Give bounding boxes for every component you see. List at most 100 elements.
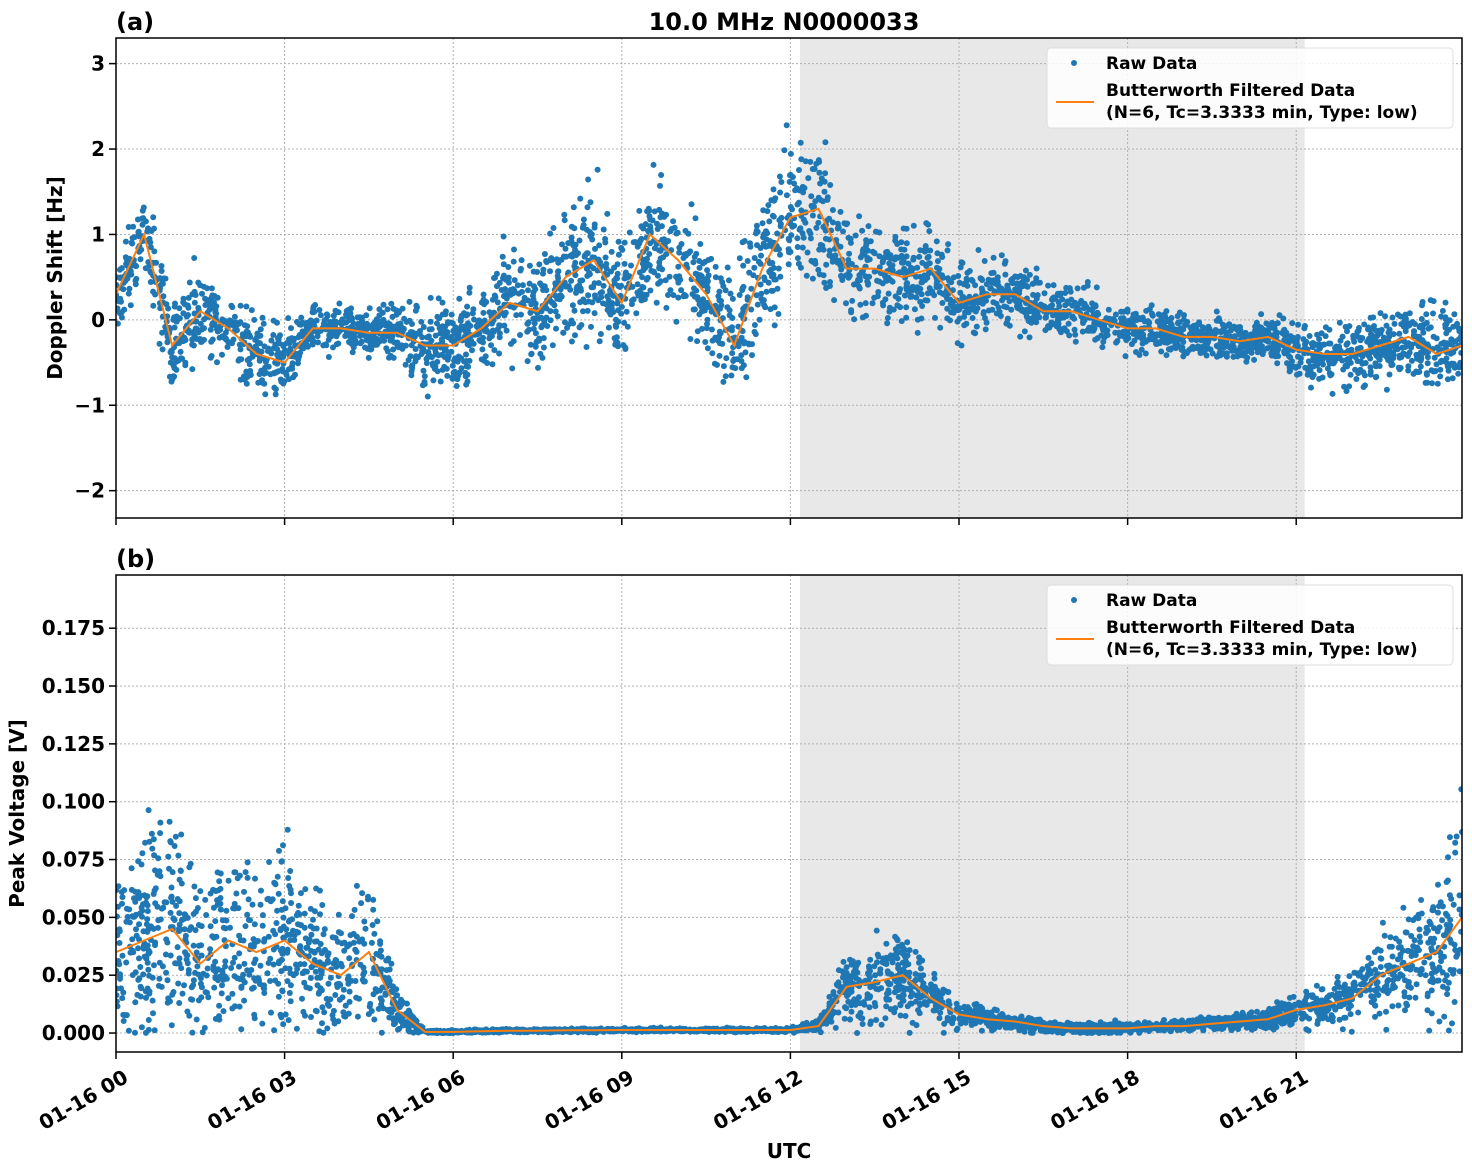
raw-data-point bbox=[737, 292, 743, 298]
raw-data-point bbox=[380, 310, 386, 316]
raw-data-point bbox=[436, 295, 442, 301]
raw-data-point bbox=[528, 301, 534, 307]
raw-data-point bbox=[565, 240, 571, 246]
raw-data-point bbox=[216, 878, 222, 884]
raw-data-point bbox=[336, 912, 342, 918]
raw-data-point bbox=[464, 312, 470, 318]
raw-data-point bbox=[1363, 360, 1369, 366]
raw-data-point bbox=[789, 206, 795, 212]
raw-data-point bbox=[627, 230, 633, 236]
raw-data-point bbox=[937, 283, 943, 289]
raw-data-point bbox=[696, 258, 702, 264]
raw-data-point bbox=[622, 345, 628, 351]
raw-data-point bbox=[542, 283, 548, 289]
raw-data-point bbox=[1458, 333, 1464, 339]
raw-data-point bbox=[385, 348, 391, 354]
raw-data-point bbox=[263, 370, 269, 376]
raw-data-point bbox=[1125, 307, 1131, 313]
raw-data-point bbox=[788, 249, 794, 255]
raw-data-point bbox=[717, 340, 723, 346]
raw-data-point bbox=[725, 265, 731, 271]
raw-data-point bbox=[1302, 365, 1308, 371]
raw-data-point bbox=[481, 292, 487, 298]
raw-data-point bbox=[786, 261, 792, 267]
raw-data-point bbox=[1365, 326, 1371, 332]
raw-data-point bbox=[1287, 354, 1293, 360]
y-tick-label: −2 bbox=[74, 479, 105, 503]
raw-data-point bbox=[526, 319, 532, 325]
raw-data-point bbox=[1180, 326, 1186, 332]
raw-data-point bbox=[1112, 318, 1118, 324]
raw-data-point bbox=[752, 322, 758, 328]
raw-data-point bbox=[373, 986, 379, 992]
raw-data-point bbox=[723, 373, 729, 379]
raw-data-point bbox=[359, 339, 365, 345]
raw-data-point bbox=[150, 975, 156, 981]
raw-data-point bbox=[569, 339, 575, 345]
raw-data-point bbox=[796, 261, 802, 267]
raw-data-point bbox=[647, 263, 653, 269]
raw-data-point bbox=[727, 326, 733, 332]
raw-data-point bbox=[1387, 372, 1393, 378]
raw-data-point bbox=[1380, 920, 1386, 926]
raw-data-point bbox=[709, 327, 715, 333]
raw-data-point bbox=[588, 324, 594, 330]
raw-data-point bbox=[1368, 364, 1374, 370]
raw-data-point bbox=[1371, 323, 1377, 329]
raw-data-point bbox=[1019, 308, 1025, 314]
raw-data-point bbox=[644, 256, 650, 262]
raw-data-point bbox=[1064, 328, 1070, 334]
raw-data-point bbox=[1403, 328, 1409, 334]
raw-data-point bbox=[873, 1017, 879, 1023]
raw-data-point bbox=[1175, 320, 1181, 326]
raw-data-point bbox=[201, 284, 207, 290]
raw-data-point bbox=[706, 272, 712, 278]
raw-data-point bbox=[222, 958, 228, 964]
raw-data-point bbox=[1281, 349, 1287, 355]
raw-data-point bbox=[939, 300, 945, 306]
raw-data-point bbox=[316, 307, 322, 313]
raw-data-point bbox=[190, 336, 196, 342]
raw-data-point bbox=[1221, 326, 1227, 332]
raw-data-point bbox=[795, 244, 801, 250]
raw-data-point bbox=[944, 306, 950, 312]
raw-data-point bbox=[500, 254, 506, 260]
y-tick-label: 0.100 bbox=[42, 790, 105, 814]
raw-data-point bbox=[544, 323, 550, 329]
y-tick-label: 0.175 bbox=[42, 616, 105, 640]
raw-data-point bbox=[1118, 309, 1124, 315]
raw-data-point bbox=[794, 235, 800, 241]
raw-data-point bbox=[1360, 369, 1366, 375]
raw-data-point bbox=[444, 366, 450, 372]
raw-data-point bbox=[536, 338, 542, 344]
raw-data-point bbox=[418, 319, 424, 325]
raw-data-point bbox=[784, 192, 790, 198]
raw-data-point bbox=[1002, 272, 1008, 278]
raw-data-point bbox=[1024, 308, 1030, 314]
raw-data-point bbox=[935, 258, 941, 264]
raw-data-point bbox=[292, 372, 298, 378]
raw-data-point bbox=[740, 306, 746, 312]
raw-data-point bbox=[764, 289, 770, 295]
raw-data-point bbox=[215, 869, 221, 875]
raw-data-point bbox=[229, 304, 235, 310]
raw-data-point bbox=[145, 226, 151, 232]
raw-data-point bbox=[663, 305, 669, 311]
raw-data-point bbox=[716, 334, 722, 340]
raw-data-point bbox=[996, 305, 1002, 311]
x-tick-label: 01-16 12 bbox=[709, 1065, 807, 1135]
raw-data-point bbox=[420, 382, 426, 388]
raw-data-point bbox=[1443, 330, 1449, 336]
raw-data-point bbox=[772, 304, 778, 310]
raw-data-point bbox=[419, 351, 425, 357]
raw-data-point bbox=[1402, 312, 1408, 318]
raw-data-point bbox=[285, 315, 291, 321]
raw-data-point bbox=[480, 339, 486, 345]
raw-data-point bbox=[1348, 372, 1354, 378]
raw-data-point bbox=[851, 282, 857, 288]
raw-data-point bbox=[796, 200, 802, 206]
raw-data-point bbox=[876, 230, 882, 236]
raw-data-point bbox=[517, 332, 523, 338]
raw-data-point bbox=[1202, 347, 1208, 353]
raw-data-point bbox=[290, 360, 296, 366]
